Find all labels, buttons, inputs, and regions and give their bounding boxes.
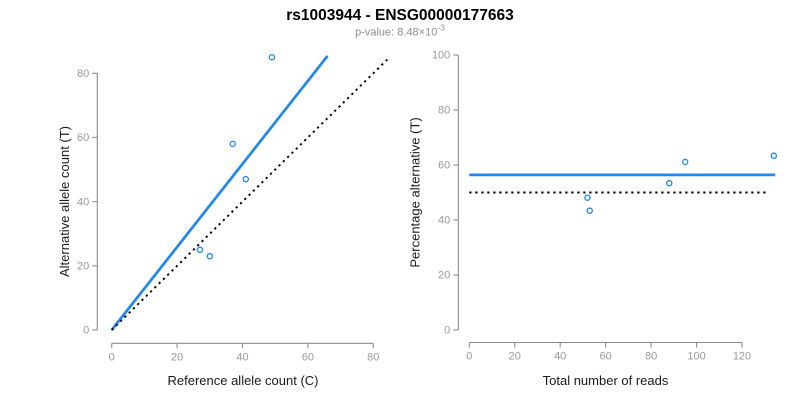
x-tick-label: 80: [645, 351, 657, 363]
y-tick-label: 100: [432, 50, 450, 62]
x-tick-label: 40: [554, 351, 566, 363]
y-tick-label: 0: [444, 325, 450, 337]
y-tick-label: 80: [438, 105, 450, 117]
x-axis-title-left: Reference allele count (C): [167, 373, 318, 388]
subtitle-text: p-value: 8.48×10: [355, 27, 437, 39]
x-tick-label: 0: [109, 351, 115, 363]
x-tick-label: 60: [600, 351, 612, 363]
y-tick-label: 20: [438, 270, 450, 282]
y-tick-label: 40: [77, 196, 89, 208]
data-point: [196, 246, 204, 254]
data-point: [586, 207, 593, 214]
x-tick-label: 40: [236, 351, 248, 363]
data-point: [681, 158, 689, 166]
fit-line: [110, 55, 329, 331]
y-axis-title-left: Alternative allele count (T): [57, 126, 72, 277]
y-axis-title-right: Percentage alternative (T): [408, 117, 423, 267]
x-tick-label: 20: [509, 351, 521, 363]
y-tick-label: 40: [438, 215, 450, 227]
data-point: [584, 194, 591, 201]
data-point: [666, 179, 673, 187]
y-tick-label: 20: [77, 260, 89, 272]
y-tick-label: 80: [77, 68, 89, 80]
data-point: [242, 175, 250, 183]
x-tick-label: 60: [302, 351, 314, 363]
data-point: [268, 53, 276, 61]
x-tick-label: 80: [367, 351, 379, 363]
data-point: [206, 252, 214, 260]
y-tick-label: 60: [438, 160, 450, 172]
figure-subtitle: p-value: 8.48×10-3: [355, 23, 445, 39]
x-tick-label: 120: [733, 351, 751, 363]
x-axis-title-right: Total number of reads: [543, 373, 669, 388]
x-tick-label: 100: [687, 351, 705, 363]
scatter-panel-percentage: 0 20 40 60 80 100 0 20 40 60 80 100 120: [432, 50, 778, 363]
x-tick-label: 20: [171, 351, 183, 363]
y-tick-label: 0: [83, 325, 89, 337]
data-point: [770, 152, 778, 159]
data-point: [229, 140, 236, 148]
scatter-panel-allele-counts: 0 20 40 60 80 0 20 40 60 80: [77, 53, 389, 363]
figure-title: rs1003944 - ENSG00000177663: [286, 7, 514, 24]
subtitle-exponent: -3: [437, 23, 445, 33]
y-tick-label: 60: [77, 132, 89, 144]
x-tick-label: 0: [466, 351, 472, 363]
identity-line: [111, 58, 389, 331]
